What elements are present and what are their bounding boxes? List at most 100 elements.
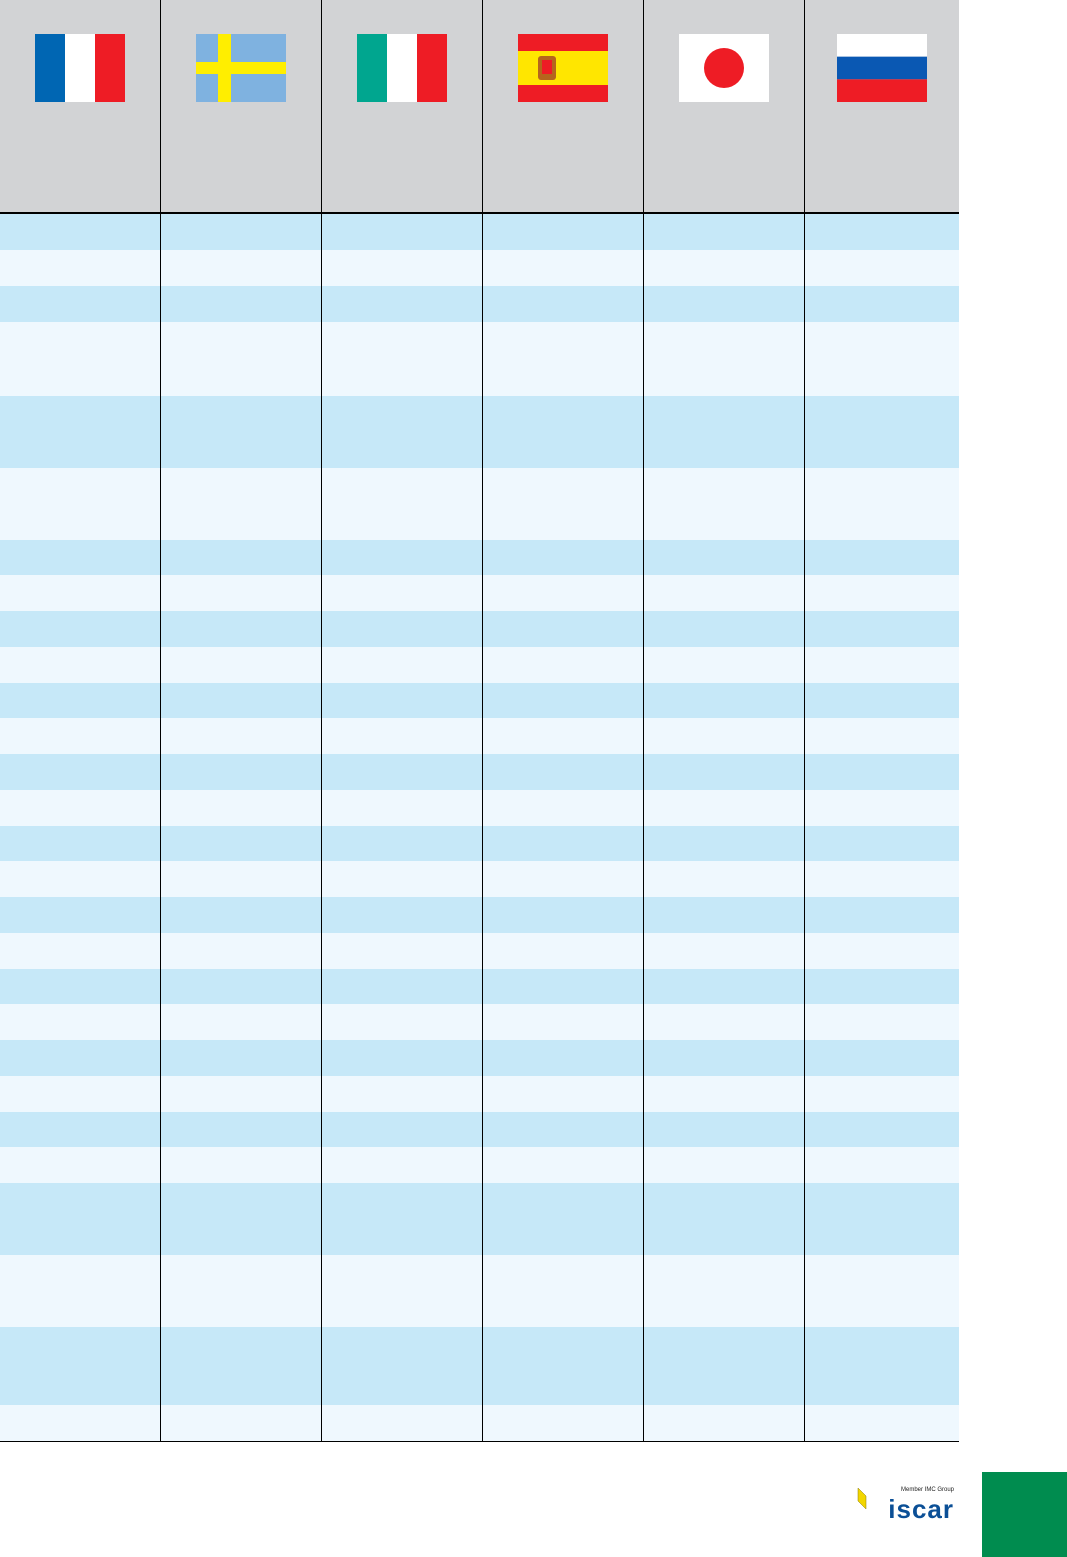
table-cell [805, 286, 959, 322]
table-cell [0, 861, 161, 897]
table-cell [483, 861, 644, 897]
table-cell [0, 322, 161, 396]
table-cell [0, 1255, 161, 1327]
table-cell [644, 540, 805, 575]
table-row [0, 1405, 959, 1441]
table-cell [644, 1076, 805, 1112]
table-cell [0, 897, 161, 933]
table-row [0, 540, 959, 575]
table-row [0, 754, 959, 790]
table-cell [483, 1004, 644, 1040]
table-cell [483, 540, 644, 575]
table-cell [805, 468, 959, 540]
table-row [0, 826, 959, 861]
table-cell [644, 861, 805, 897]
table-cell [805, 575, 959, 611]
table-cell [322, 322, 483, 396]
table-cell [0, 468, 161, 540]
table-row [0, 718, 959, 754]
table-cell [0, 826, 161, 861]
table-cell [644, 826, 805, 861]
table-cell [805, 683, 959, 718]
table-cell [805, 1183, 959, 1255]
table-cell [161, 647, 322, 683]
russia-flag-icon [837, 34, 927, 102]
table-cell [161, 611, 322, 647]
table-cell [322, 214, 483, 250]
table-cell [322, 1112, 483, 1147]
table-cell [805, 969, 959, 1004]
table-cell [644, 286, 805, 322]
table-cell [644, 214, 805, 250]
table-cell [322, 1004, 483, 1040]
sweden-flag-icon [196, 34, 286, 102]
table-cell [161, 1405, 322, 1441]
header-cell-france [0, 0, 161, 212]
table-cell [161, 1004, 322, 1040]
table-row [0, 468, 959, 540]
table-cell [0, 540, 161, 575]
table-cell [0, 250, 161, 286]
table-cell [322, 861, 483, 897]
table-cell [644, 754, 805, 790]
table-cell [644, 969, 805, 1004]
table-cell [483, 647, 644, 683]
table-cell [483, 286, 644, 322]
table-row [0, 1147, 959, 1183]
logo-text: Member IMC Group iscar [868, 1486, 954, 1524]
table-cell [644, 1327, 805, 1405]
table-cell [161, 1327, 322, 1405]
table-cell [805, 718, 959, 754]
table-cell [322, 647, 483, 683]
table-cell [805, 754, 959, 790]
table-cell [161, 1255, 322, 1327]
table-cell [322, 969, 483, 1004]
table-cell [0, 1040, 161, 1076]
table-row [0, 683, 959, 718]
table-cell [644, 322, 805, 396]
table-cell [644, 1183, 805, 1255]
table-cell [322, 826, 483, 861]
table-cell [0, 286, 161, 322]
table-cell [483, 826, 644, 861]
table-cell [805, 897, 959, 933]
table-row [0, 790, 959, 826]
table-cell [805, 1327, 959, 1405]
header-cell-japan [644, 0, 805, 212]
table-cell [805, 214, 959, 250]
table-cell [322, 575, 483, 611]
table-cell [805, 396, 959, 468]
table-cell [0, 1327, 161, 1405]
table-cell [0, 1147, 161, 1183]
table-cell [483, 897, 644, 933]
header-cell-russia [805, 0, 959, 212]
table-cell [0, 647, 161, 683]
table-cell [644, 396, 805, 468]
table-cell [0, 683, 161, 718]
table-cell [161, 396, 322, 468]
table-cell [322, 1147, 483, 1183]
table-cell [161, 969, 322, 1004]
table-cell [0, 1112, 161, 1147]
table-cell [644, 933, 805, 969]
table-cell [805, 826, 959, 861]
table-cell [0, 575, 161, 611]
table-row [0, 933, 959, 969]
table-cell [322, 396, 483, 468]
table-cell [161, 683, 322, 718]
table-row [0, 575, 959, 611]
table-cell [483, 1147, 644, 1183]
table-cell [322, 540, 483, 575]
table-cell [161, 1040, 322, 1076]
table-cell [644, 468, 805, 540]
table-cell [483, 1405, 644, 1441]
table-cell [483, 250, 644, 286]
table-cell [161, 861, 322, 897]
table-cell [161, 897, 322, 933]
table-cell [483, 1183, 644, 1255]
table-cell [322, 754, 483, 790]
table-cell [322, 1255, 483, 1327]
table-cell [644, 250, 805, 286]
table-cell [644, 611, 805, 647]
table-cell [0, 1076, 161, 1112]
